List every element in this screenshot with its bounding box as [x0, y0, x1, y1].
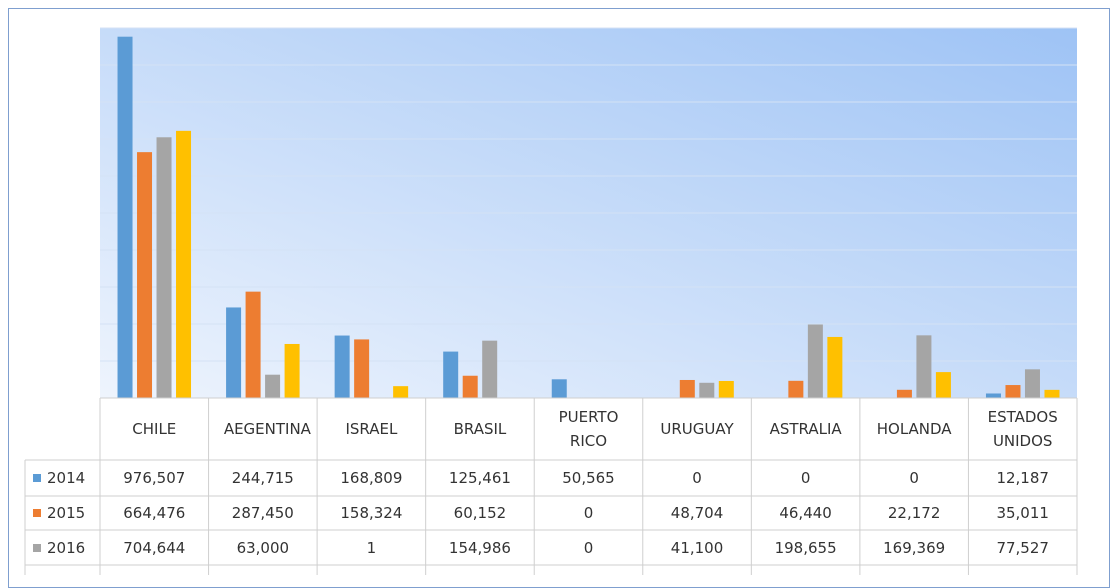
bar: [137, 152, 152, 398]
category-label: URUGUAY: [643, 398, 752, 460]
table-value: 0: [643, 460, 752, 496]
category-text: ASTRALIA: [770, 417, 842, 441]
table-value: 158,324: [317, 496, 426, 530]
table-value: 704,644: [100, 530, 209, 565]
bar: [680, 380, 695, 398]
table-value: 976,507: [100, 460, 209, 496]
table-value: 50,565: [534, 460, 643, 496]
category-label: ESTADOS UNIDOS: [968, 398, 1077, 460]
bar: [443, 352, 458, 398]
bar: [157, 137, 172, 398]
bar: [265, 375, 280, 398]
bar: [482, 341, 497, 398]
bar: [699, 383, 714, 398]
bar: [827, 337, 842, 398]
bar: [285, 344, 300, 398]
legend-text: 2014: [47, 469, 85, 487]
bar: [354, 339, 369, 398]
category-label: BRASIL: [426, 398, 535, 460]
legend-entry: 2016: [25, 530, 100, 565]
table-value: 169,369: [860, 530, 969, 565]
bar: [393, 386, 408, 398]
category-text: ESTADOS UNIDOS: [984, 405, 1062, 453]
table-value: 63,000: [209, 530, 318, 565]
table-value: 0: [751, 460, 860, 496]
bar: [1044, 390, 1059, 398]
table-value: 41,100: [643, 530, 752, 565]
table-value: 0: [860, 460, 969, 496]
bar: [226, 307, 241, 398]
category-label: CHILE: [100, 398, 209, 460]
table-value: 60,152: [426, 496, 535, 530]
category-text: AEGENTINA: [224, 417, 302, 441]
bar: [1005, 385, 1020, 398]
category-text: PUERTO RICO: [549, 405, 627, 453]
bar: [916, 335, 931, 398]
legend-entry: 2015: [25, 496, 100, 530]
bar: [936, 372, 951, 398]
category-text: BRASIL: [454, 417, 507, 441]
bar: [463, 376, 478, 398]
category-text: URUGUAY: [660, 417, 733, 441]
bar: [335, 336, 350, 398]
table-value: 46,440: [751, 496, 860, 530]
table-value: 1: [317, 530, 426, 565]
table-value: 125,461: [426, 460, 535, 496]
bar: [719, 381, 734, 398]
legend-text: 2016: [47, 539, 85, 557]
legend-entry: 2014: [25, 460, 100, 496]
bar: [808, 324, 823, 398]
table-value: 168,809: [317, 460, 426, 496]
legend-key: [33, 474, 41, 482]
category-label: PUERTO RICO: [534, 398, 643, 460]
bar: [788, 381, 803, 398]
legend-key: [33, 544, 41, 552]
bar: [118, 37, 133, 398]
bar: [246, 292, 261, 398]
category-label: ISRAEL: [317, 398, 426, 460]
category-text: HOLANDA: [877, 417, 952, 441]
category-label: ASTRALIA: [751, 398, 860, 460]
category-label: HOLANDA: [860, 398, 969, 460]
table-value: 198,655: [751, 530, 860, 565]
bar: [897, 390, 912, 398]
legend-text: 2015: [47, 504, 85, 522]
table-value: 22,172: [860, 496, 969, 530]
bar: [552, 379, 567, 398]
table-value: 287,450: [209, 496, 318, 530]
table-value: 154,986: [426, 530, 535, 565]
table-value: 244,715: [209, 460, 318, 496]
table-value: 12,187: [968, 460, 1077, 496]
legend-key: [33, 509, 41, 517]
table-value: 77,527: [968, 530, 1077, 565]
category-text: CHILE: [132, 417, 176, 441]
category-label: AEGENTINA: [209, 398, 318, 460]
category-text: ISRAEL: [345, 417, 397, 441]
bar: [176, 131, 191, 398]
table-value: 0: [534, 530, 643, 565]
table-value: 664,476: [100, 496, 209, 530]
table-value: 35,011: [968, 496, 1077, 530]
bar: [1025, 369, 1040, 398]
table-value: 0: [534, 496, 643, 530]
table-value: 48,704: [643, 496, 752, 530]
